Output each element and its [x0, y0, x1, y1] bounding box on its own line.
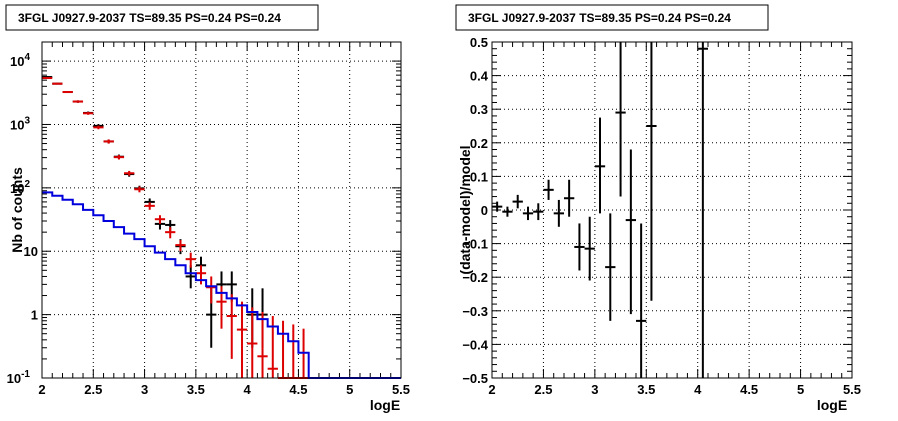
y-tick-label: 104 [10, 52, 30, 69]
data-point [522, 206, 534, 221]
x-tick-label: 2 [488, 382, 495, 397]
data-point [206, 276, 217, 304]
x-tick-label: 2 [38, 382, 45, 397]
y-tick-label: −0.5 [462, 371, 488, 386]
data-point [697, 42, 708, 378]
x-tick-label: 2.5 [84, 382, 102, 397]
data-point [646, 42, 657, 301]
y-tick-label: 1 [31, 308, 38, 323]
x-tick-label: 3 [141, 382, 148, 397]
data-point [247, 307, 258, 378]
data-point [502, 206, 513, 217]
y-tick-label: −0.4 [462, 337, 488, 352]
y-tick-label: 0 [481, 203, 488, 218]
data-point [83, 111, 94, 115]
x-tick-label: 4.5 [289, 382, 307, 397]
data-point [175, 240, 186, 252]
x-axis-title: logE [817, 397, 847, 413]
x-tick-label: 5 [346, 382, 353, 397]
data-point [564, 179, 575, 217]
y-tick-label: 0.2 [470, 136, 488, 151]
x-axis-title: logE [370, 397, 400, 413]
data-point [134, 186, 145, 193]
x-tick-label: 2.5 [534, 382, 552, 397]
chart-title-box [5, 4, 319, 31]
y-tick-label: 0.5 [470, 35, 488, 50]
y-tick-label: −0.2 [462, 270, 488, 285]
data-point [185, 252, 196, 268]
data-point [574, 223, 585, 271]
data-point [636, 223, 647, 378]
y-tick-label: 103 [10, 115, 30, 132]
y-tick-label: 0.1 [470, 169, 488, 184]
y-tick-label: 10 [24, 244, 38, 259]
y-tick-label: 0.3 [470, 102, 488, 117]
data-point [226, 294, 237, 359]
x-tick-label: 5.5 [392, 382, 410, 397]
data-point [42, 77, 53, 80]
data-point [195, 265, 207, 285]
chart-title: 3FGL J0927.9-2037 TS=89.35 PS=0.24 PS=0.… [18, 11, 281, 25]
x-tick-label: 5.5 [843, 382, 861, 397]
y-axis-title: (data-model)/model [457, 145, 473, 274]
data-point [236, 301, 248, 378]
y-tick-label: 102 [10, 179, 30, 196]
chart-title-box [455, 4, 769, 31]
data-point [144, 202, 155, 210]
data-point [277, 320, 289, 379]
data-point [113, 154, 125, 160]
chart-panel-2: 3FGL J0927.9-2037 TS=89.35 PS=0.24 PS=0.… [455, 4, 861, 413]
data-point [103, 139, 114, 144]
x-tick-label: 3.5 [637, 382, 655, 397]
data-point [543, 179, 554, 200]
chart-panel-1: 3FGL J0927.9-2037 TS=89.35 PS=0.24 PS=0.… [5, 4, 410, 413]
data-point [62, 91, 73, 94]
data-point [267, 316, 278, 378]
data-point [584, 216, 595, 281]
data-point [594, 117, 606, 214]
data-point [165, 227, 176, 239]
y-tick-label: −0.3 [462, 304, 488, 319]
y-tick-label: 0.4 [470, 69, 489, 84]
data-point [615, 42, 626, 197]
data-point [492, 201, 503, 212]
data-point [154, 215, 166, 224]
x-tick-label: 4 [244, 382, 252, 397]
x-tick-label: 4 [694, 382, 702, 397]
data-point [512, 194, 523, 209]
plot-frame [491, 41, 853, 379]
y-tick-label: 10-1 [7, 369, 31, 386]
x-tick-label: 5 [797, 382, 804, 397]
data-point [52, 82, 63, 85]
x-tick-label: 3.5 [187, 382, 205, 397]
data-point [533, 203, 544, 221]
data-point [257, 311, 268, 378]
model-step-line [42, 191, 401, 379]
data-point [72, 100, 84, 103]
data-point [185, 265, 196, 289]
y-tick-label: −0.1 [462, 237, 488, 252]
x-tick-label: 3 [591, 382, 598, 397]
data-point [625, 149, 636, 315]
data-point [288, 324, 299, 379]
plot-frame [41, 41, 402, 379]
data-point [93, 125, 104, 130]
data-point [605, 213, 616, 321]
data-point [124, 170, 135, 176]
data-point [553, 199, 564, 227]
x-tick-label: 4.5 [740, 382, 758, 397]
y-axis-title: Nb of counts [9, 167, 25, 253]
chart-title: 3FGL J0927.9-2037 TS=89.35 PS=0.24 PS=0.… [468, 11, 731, 25]
